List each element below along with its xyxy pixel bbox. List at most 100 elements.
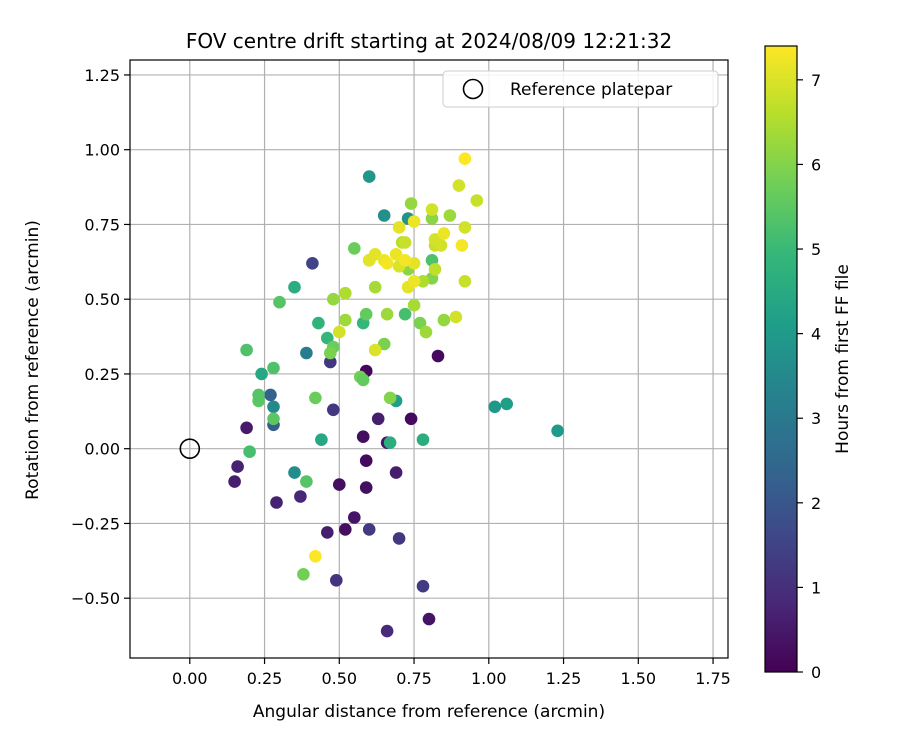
y-tick-label: 0.00 [84, 440, 120, 459]
y-tick-label: 0.25 [84, 365, 120, 384]
data-point [380, 257, 394, 270]
y-axis-ticks: −0.50 −0.25 0.00 0.25 0.50 0.75 1.00 1.25 [71, 66, 130, 608]
data-point [267, 412, 280, 426]
data-point [368, 248, 382, 261]
data-points [179, 152, 564, 638]
colorbar-tick-label: 4 [811, 325, 821, 344]
legend-marker [462, 78, 484, 100]
colorbar-tick-label: 7 [811, 71, 821, 90]
data-point [383, 436, 397, 450]
colorbar-tick-label: 1 [811, 578, 821, 597]
data-point [368, 343, 382, 357]
data-point [458, 275, 472, 288]
x-tick-label: 0.50 [321, 669, 357, 688]
colorbar-label: Hours from first FF file [833, 264, 853, 454]
data-point [231, 460, 244, 473]
y-tick-label: −0.50 [71, 589, 120, 608]
data-point [377, 209, 391, 222]
data-point [380, 307, 394, 321]
data-point [315, 433, 328, 447]
data-point [288, 466, 301, 479]
data-point [362, 170, 376, 183]
data-point [333, 325, 346, 339]
data-point [434, 239, 448, 252]
data-point [297, 568, 310, 581]
x-axis-ticks: 0.00 0.25 0.50 0.75 1.00 1.25 1.50 1.75 [172, 658, 731, 688]
data-point [500, 397, 513, 411]
data-point [321, 526, 334, 539]
data-point [300, 475, 313, 488]
legend-box [442, 70, 719, 108]
data-point [306, 257, 319, 270]
data-point [288, 280, 301, 294]
data-point [488, 400, 502, 414]
data-point [407, 275, 421, 288]
data-point [416, 579, 430, 593]
data-point [404, 197, 418, 210]
data-point [458, 152, 472, 165]
data-point [330, 574, 343, 587]
data-point [377, 337, 391, 351]
data-point [339, 523, 352, 536]
data-point [321, 331, 334, 345]
data-point [452, 179, 466, 192]
data-point [392, 532, 406, 545]
colorbar: 0 1 2 3 4 5 6 7 Hours from first FF file [764, 45, 853, 682]
colorbar-tick-label: 6 [811, 155, 821, 174]
data-point [383, 391, 397, 405]
data-point [416, 275, 430, 288]
data-point [312, 316, 325, 330]
data-point [267, 400, 280, 414]
data-point [389, 248, 403, 261]
data-point [398, 236, 412, 249]
x-tick-label: 0.25 [247, 669, 283, 688]
reference-platepar-marker [179, 438, 201, 460]
data-point [273, 295, 286, 309]
data-point [356, 373, 370, 387]
data-point [240, 343, 253, 357]
data-point [404, 412, 418, 426]
data-point [431, 349, 445, 363]
data-point [389, 466, 403, 479]
data-point [416, 433, 430, 447]
data-point [437, 313, 451, 327]
data-point [359, 307, 373, 321]
x-tick-label: 0.00 [172, 669, 208, 688]
colorbar-tick-label: 0 [811, 663, 821, 682]
data-point [356, 430, 370, 444]
plot-frame [129, 59, 729, 659]
x-tick-label: 1.00 [471, 669, 507, 688]
x-tick-label: 0.75 [396, 669, 432, 688]
x-axis-label: Angular distance from reference (arcmin) [253, 702, 605, 722]
y-tick-label: 1.25 [84, 66, 120, 85]
data-point [255, 367, 268, 381]
data-point [264, 388, 277, 402]
data-point [458, 221, 472, 234]
colorbar-tick-label: 2 [811, 494, 821, 513]
data-point [398, 253, 412, 267]
data-point [359, 481, 373, 494]
data-point [422, 612, 436, 626]
data-point [348, 242, 361, 255]
data-point [428, 263, 442, 276]
data-point [413, 316, 427, 330]
data-point [449, 310, 463, 324]
data-point [392, 221, 406, 234]
colorbar-tick-label: 5 [811, 240, 821, 259]
chart-title: FOV centre drift starting at 2024/08/09 … [186, 29, 672, 53]
data-point [362, 523, 376, 536]
y-axis-label: Rotation from reference (arcmin) [23, 220, 43, 500]
data-point [407, 298, 421, 312]
x-tick-label: 1.25 [546, 669, 582, 688]
data-point [327, 292, 340, 306]
data-point [240, 421, 253, 435]
y-tick-label: 0.75 [84, 215, 120, 234]
data-point [228, 475, 241, 488]
x-tick-label: 1.50 [620, 669, 656, 688]
data-point [339, 313, 352, 327]
data-point [551, 424, 564, 438]
data-point [371, 412, 385, 426]
data-point [243, 445, 256, 459]
